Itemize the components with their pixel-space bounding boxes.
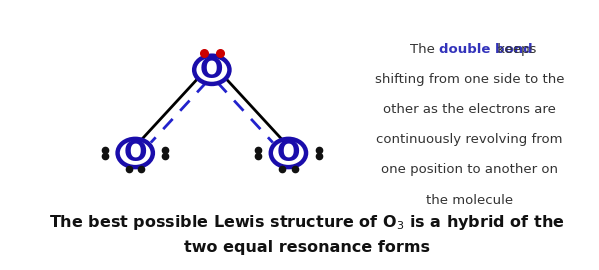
Text: two equal resonance forms: two equal resonance forms xyxy=(184,240,430,255)
Text: double bond: double bond xyxy=(439,43,533,56)
Text: O: O xyxy=(123,139,147,167)
Text: continuously revolving from: continuously revolving from xyxy=(376,133,562,146)
Text: one position to another on: one position to another on xyxy=(381,163,558,176)
Text: O: O xyxy=(277,139,300,167)
Text: The: The xyxy=(410,43,439,56)
Text: keeps: keeps xyxy=(493,43,537,56)
Text: shifting from one side to the: shifting from one side to the xyxy=(375,73,564,86)
Text: the molecule: the molecule xyxy=(426,194,513,207)
Text: The best possible Lewis structure of O$_3$ is a hybrid of the: The best possible Lewis structure of O$_… xyxy=(49,213,565,232)
Text: other as the electrons are: other as the electrons are xyxy=(383,103,556,116)
Text: O: O xyxy=(200,56,223,84)
